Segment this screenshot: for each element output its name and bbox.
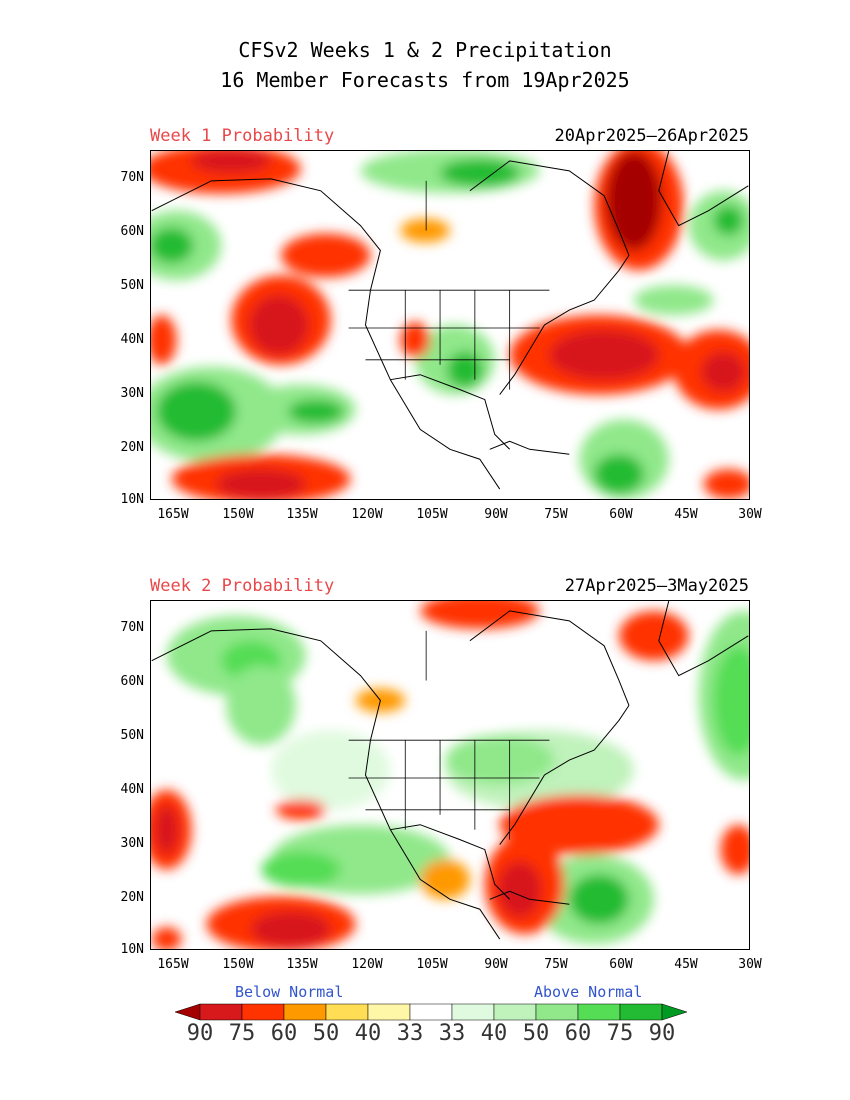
lat-label: 50N — [120, 278, 144, 293]
lat-label: 60N — [120, 224, 144, 239]
week1-probability-map — [150, 150, 750, 500]
week1-label: Week 1 Probability — [150, 126, 335, 146]
colorbar-value: 50 — [312, 1021, 340, 1046]
colorbar-cell — [241, 1003, 285, 1021]
lon-label: 90W — [484, 507, 508, 522]
lon-label: 150W — [222, 507, 254, 522]
colorbar-value: 60 — [564, 1021, 592, 1046]
week1-probability-fields — [151, 151, 749, 499]
colorbar-cell — [577, 1003, 621, 1021]
chart-title-line2: 16 Member Forecasts from 19Apr2025 — [220, 68, 630, 92]
lon-label: 75W — [544, 507, 568, 522]
colorbar-cell — [409, 1003, 453, 1021]
colorbar-cell — [199, 1003, 243, 1021]
week2-label: Week 2 Probability — [150, 576, 335, 596]
colorbar-value: 75 — [228, 1021, 256, 1046]
lon-label: 135W — [286, 957, 318, 972]
colorbar-value: 33 — [396, 1021, 424, 1046]
lat-label: 20N — [120, 890, 144, 905]
below-normal-label: Below Normal — [235, 983, 344, 1001]
above-normal-label: Above Normal — [534, 983, 643, 1001]
colorbar-value: 90 — [186, 1021, 214, 1046]
colorbar-arrow-right — [661, 1003, 688, 1021]
lat-label: 20N — [120, 440, 144, 455]
week1-date-range: 20Apr2025—26Apr2025 — [554, 126, 749, 146]
week2-date-range: 27Apr2025—3May2025 — [564, 576, 749, 596]
colorbar-cell — [493, 1003, 537, 1021]
lat-label: 10N — [120, 942, 144, 957]
week2-probability-map — [150, 600, 750, 950]
colorbar-cell — [367, 1003, 411, 1021]
colorbar-value: 60 — [270, 1021, 298, 1046]
colorbar-value: 50 — [522, 1021, 550, 1046]
lat-label: 30N — [120, 386, 144, 401]
lon-label: 120W — [351, 507, 383, 522]
colorbar-value: 33 — [438, 1021, 466, 1046]
lon-label: 135W — [286, 507, 318, 522]
lon-label: 150W — [222, 957, 254, 972]
lon-label: 120W — [351, 957, 383, 972]
lon-label: 90W — [484, 957, 508, 972]
colorbar — [175, 1003, 688, 1021]
colorbar-arrow-left — [175, 1003, 201, 1021]
chart-title-line1: CFSv2 Weeks 1 & 2 Precipitation — [238, 38, 612, 62]
lon-label: 30W — [738, 957, 762, 972]
lon-label: 30W — [738, 507, 762, 522]
colorbar-cell — [283, 1003, 327, 1021]
colorbar-cell — [535, 1003, 579, 1021]
lat-label: 70N — [120, 170, 144, 185]
colorbar-value: 90 — [648, 1021, 676, 1046]
lon-label: 105W — [416, 957, 448, 972]
lon-label: 105W — [416, 507, 448, 522]
lat-label: 40N — [120, 782, 144, 797]
colorbar-value: 75 — [606, 1021, 634, 1046]
colorbar-cell — [451, 1003, 495, 1021]
lon-label: 45W — [674, 507, 698, 522]
lon-label: 45W — [674, 957, 698, 972]
lat-label: 30N — [120, 836, 144, 851]
lon-label: 75W — [544, 957, 568, 972]
state-borders — [348, 180, 550, 390]
colorbar-value: 40 — [354, 1021, 382, 1046]
lon-label: 165W — [157, 957, 189, 972]
week2-probability-fields — [151, 601, 749, 949]
lat-label: 70N — [120, 620, 144, 635]
lat-label: 60N — [120, 674, 144, 689]
lat-label: 10N — [120, 492, 144, 507]
lon-label: 60W — [609, 957, 633, 972]
colorbar-cell — [325, 1003, 369, 1021]
coastlines — [151, 151, 749, 490]
lat-label: 40N — [120, 332, 144, 347]
colorbar-value: 40 — [480, 1021, 508, 1046]
lon-label: 165W — [157, 507, 189, 522]
lat-label: 50N — [120, 728, 144, 743]
lon-label: 60W — [609, 507, 633, 522]
colorbar-cell — [619, 1003, 663, 1021]
